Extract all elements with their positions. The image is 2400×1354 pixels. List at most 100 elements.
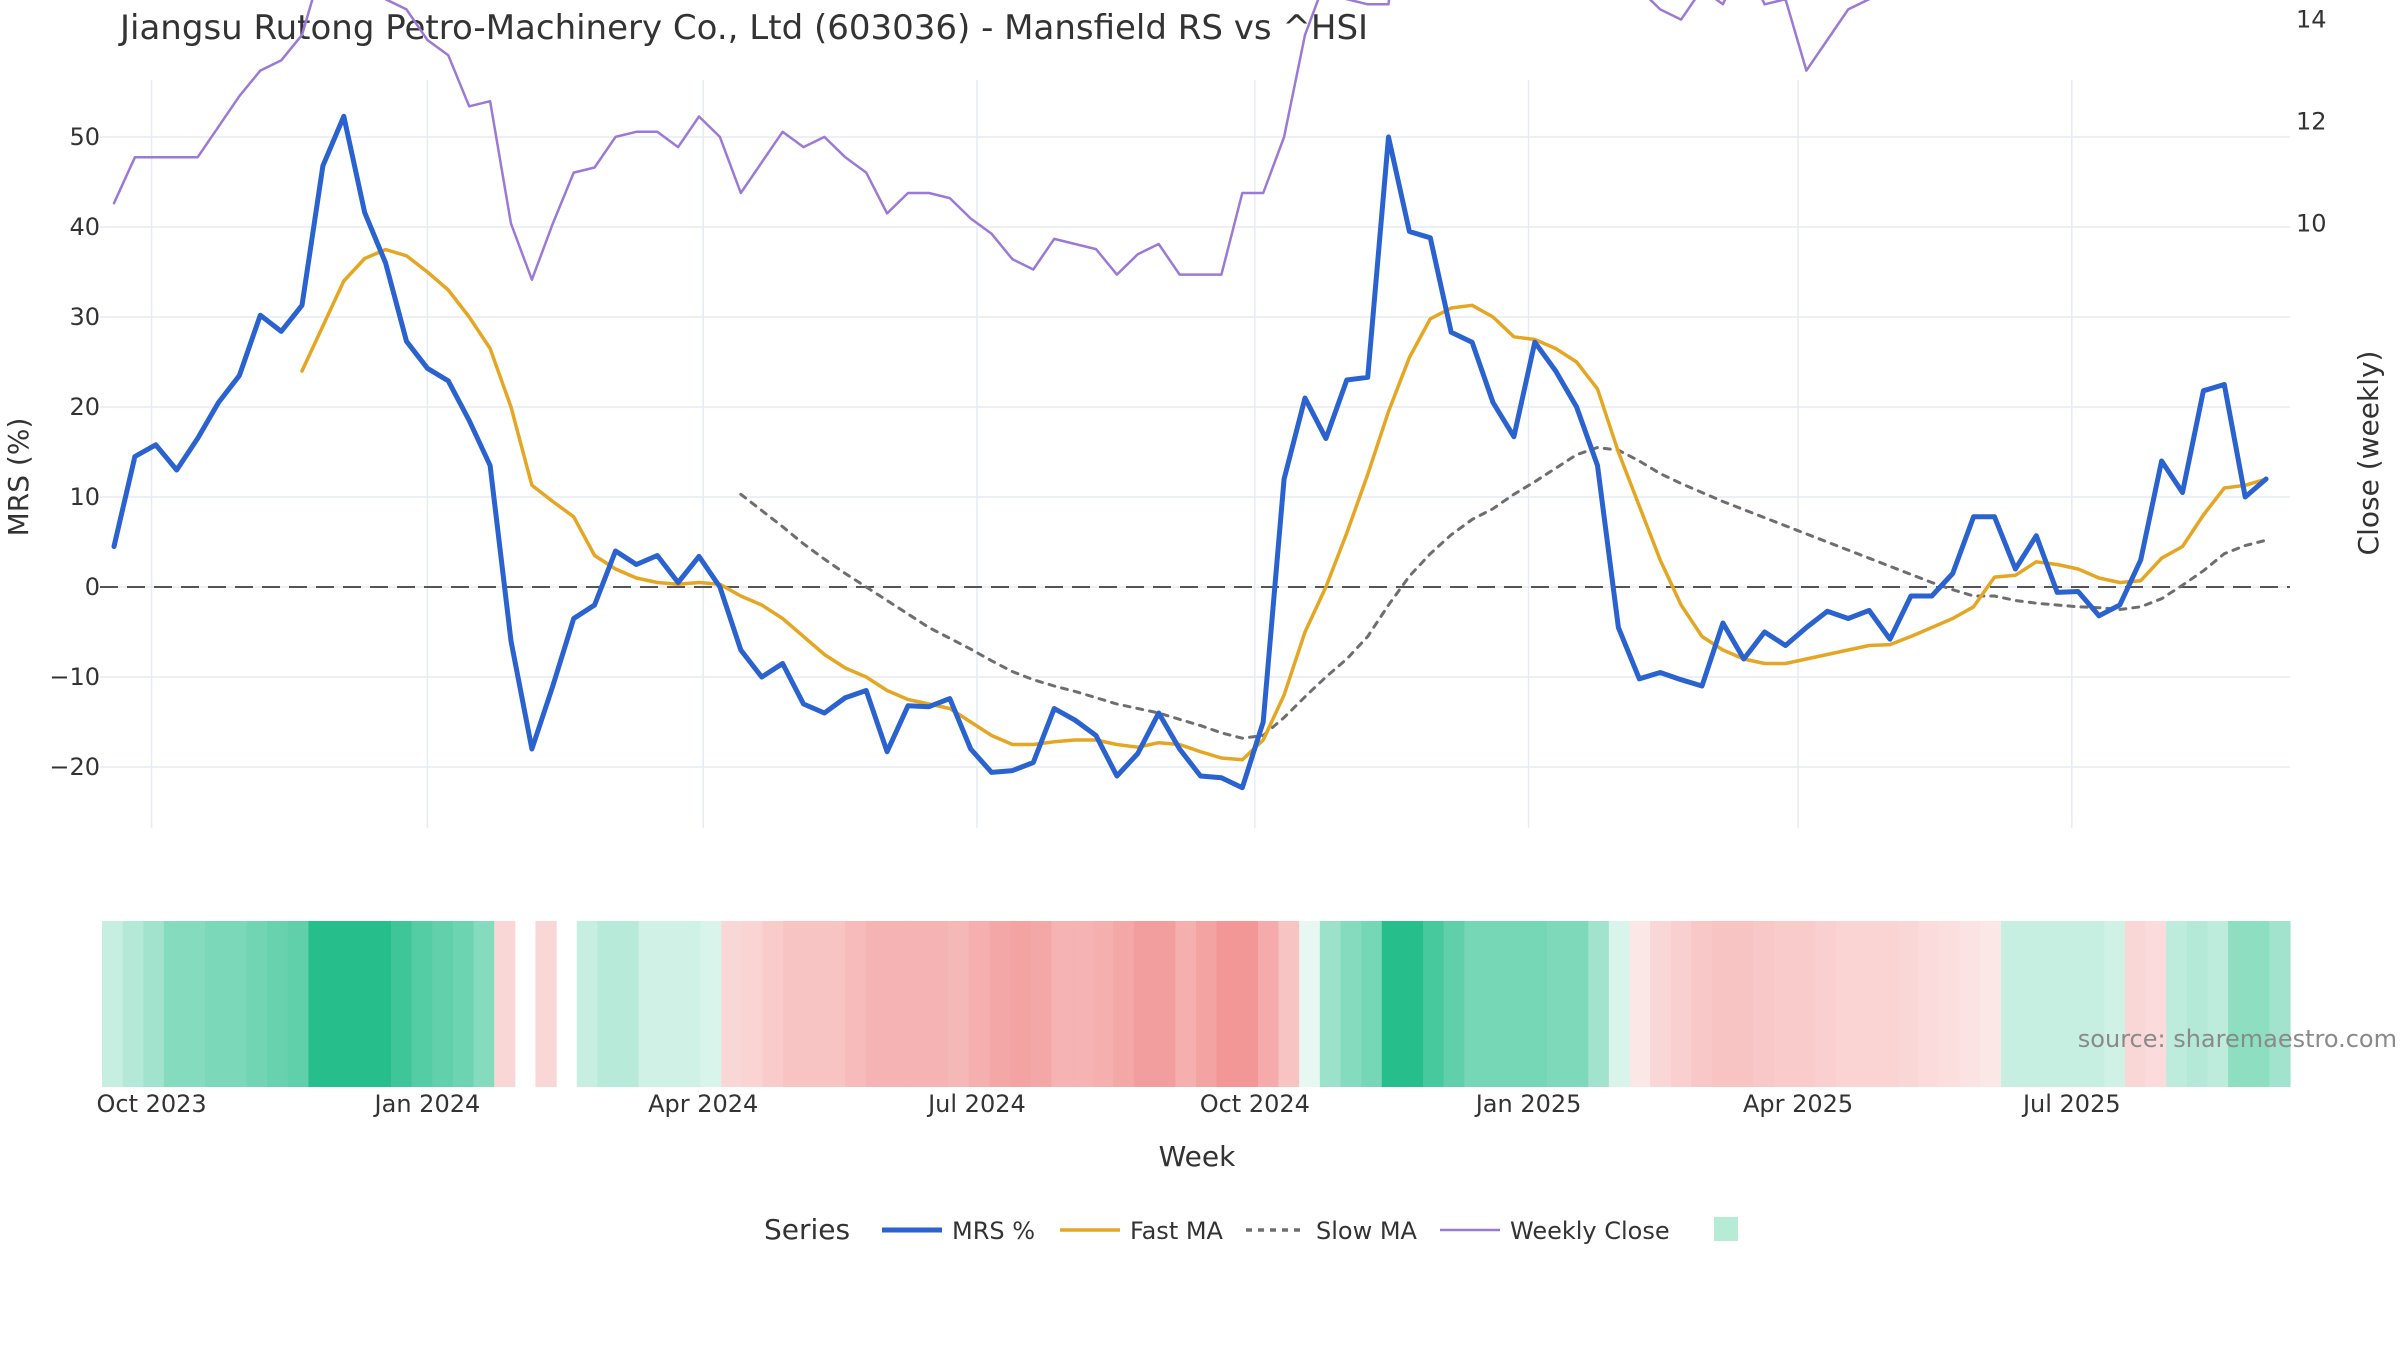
strip-cell	[1588, 921, 1610, 1087]
strip-cell	[1526, 921, 1548, 1087]
strip-cell	[865, 921, 887, 1087]
x-axis: Oct 2023 Jan 2024 Apr 2024 Jul 2024 Oct 2024…	[97, 1090, 2121, 1118]
y2-tick-label: 10	[2296, 210, 2327, 238]
series-line-fast-ma	[300, 247, 2268, 762]
strip-cell	[102, 921, 124, 1087]
strip-cell	[1877, 921, 1899, 1087]
y-tick-label: 20	[69, 393, 100, 421]
strip-cell	[122, 921, 144, 1087]
strip-cell	[1113, 921, 1135, 1087]
strip-cell	[1319, 921, 1342, 1087]
strip-cell	[968, 921, 991, 1087]
y-axis-title-left: MRS (%)	[2, 418, 35, 537]
strip-cell	[494, 921, 516, 1087]
strip-cell	[163, 921, 186, 1087]
strip-cell	[700, 921, 722, 1087]
strip-cell	[2248, 921, 2270, 1087]
strip-cell	[2042, 921, 2064, 1087]
strip-cell	[1299, 921, 1321, 1087]
strip-cell	[473, 921, 495, 1087]
strip-cell	[205, 921, 227, 1087]
strip-cell	[2001, 921, 2023, 1087]
strip-cell	[1980, 921, 2002, 1087]
strip-cell	[287, 921, 310, 1087]
strip-cell	[1650, 921, 1672, 1087]
strip-cell	[741, 921, 764, 1087]
series-layer	[111, 0, 2269, 791]
strip-cell	[1381, 921, 1404, 1087]
strip-cell	[1835, 921, 1858, 1087]
strip-cell	[1216, 921, 1238, 1087]
strip-cell	[659, 921, 681, 1087]
strip-cell	[1753, 921, 1775, 1087]
strip-cell	[411, 921, 433, 1087]
strip-cell	[1484, 921, 1507, 1087]
strip-cell	[2228, 921, 2250, 1087]
strip-cell	[1072, 921, 1094, 1087]
y-axis-title-right: Close (weekly)	[2352, 351, 2385, 556]
strip-cell	[1340, 921, 1362, 1087]
strip-cell	[2269, 921, 2291, 1087]
strip-cell	[1959, 921, 1981, 1087]
x-tick-label: Jan 2024	[373, 1090, 481, 1118]
strip-cell	[618, 921, 640, 1087]
strip-cell	[576, 921, 598, 1087]
strip-cell	[1154, 921, 1176, 1087]
source-label: source: sharemaestro.com	[2078, 1025, 2397, 1053]
strip-cell	[1051, 921, 1073, 1087]
strip-cell	[535, 921, 557, 1087]
strip-cell	[1897, 921, 1920, 1087]
strip-cell	[1732, 921, 1754, 1087]
strip-cell	[1815, 921, 1837, 1087]
series-line-mrs	[111, 113, 2269, 791]
strip-cell	[349, 921, 371, 1087]
y-tick-label: −20	[49, 753, 100, 781]
x-tick-label: Jul 2025	[2021, 1090, 2121, 1118]
legend-label-fast-ma: Fast MA	[1130, 1217, 1224, 1245]
y-axis-left: −20 −10 0 10 20 30 40 50	[49, 123, 100, 781]
strip-cell	[1670, 921, 1692, 1087]
strip-cell	[329, 921, 351, 1087]
strip-cell	[2207, 921, 2229, 1087]
legend-label-mrs: MRS %	[952, 1217, 1035, 1245]
strip-cell	[1196, 921, 1218, 1087]
strip-cell	[390, 921, 413, 1087]
grid-layer	[100, 80, 2290, 828]
x-axis-title: Week	[1159, 1140, 1236, 1173]
strip-cell	[452, 921, 475, 1087]
y-tick-label: 10	[69, 483, 100, 511]
strip-cell	[2104, 921, 2126, 1087]
strip-cell	[721, 921, 743, 1087]
strip-cell	[1237, 921, 1259, 1087]
legend-label-slow-ma: Slow MA	[1316, 1217, 1418, 1245]
strip-cell	[679, 921, 702, 1087]
y2-tick-label: 14	[2296, 6, 2327, 34]
strip-cell	[803, 921, 826, 1087]
strip-cell	[1361, 921, 1383, 1087]
strip-cell	[1939, 921, 1961, 1087]
y-tick-label: 0	[85, 573, 100, 601]
strip-cell	[845, 921, 867, 1087]
strip-cell	[1712, 921, 1734, 1087]
x-tick-label: Apr 2025	[1743, 1090, 1853, 1118]
strip-cell	[308, 921, 330, 1087]
strip-cell	[989, 921, 1011, 1087]
strip-cell	[1608, 921, 1631, 1087]
strip-cell	[370, 921, 392, 1087]
strip-cell	[907, 921, 929, 1087]
strip-cell	[225, 921, 248, 1087]
legend-swatch-band	[1714, 1217, 1738, 1241]
strip-cell	[1629, 921, 1651, 1087]
strip-cell	[1794, 921, 1816, 1087]
strip-cell	[2186, 921, 2209, 1087]
y-axis-right: 10121416182022	[2296, 6, 2327, 238]
legend-items: MRS % Fast MA Slow MA Weekly Close	[882, 1217, 1738, 1245]
y-tick-label: 40	[69, 213, 100, 241]
strip-cell	[783, 921, 805, 1087]
x-tick-label: Apr 2024	[648, 1090, 758, 1118]
x-tick-label: Jul 2024	[926, 1090, 1026, 1118]
y-tick-label: 30	[69, 303, 100, 331]
regime-strip	[102, 921, 2291, 1087]
strip-cell	[1505, 921, 1527, 1087]
